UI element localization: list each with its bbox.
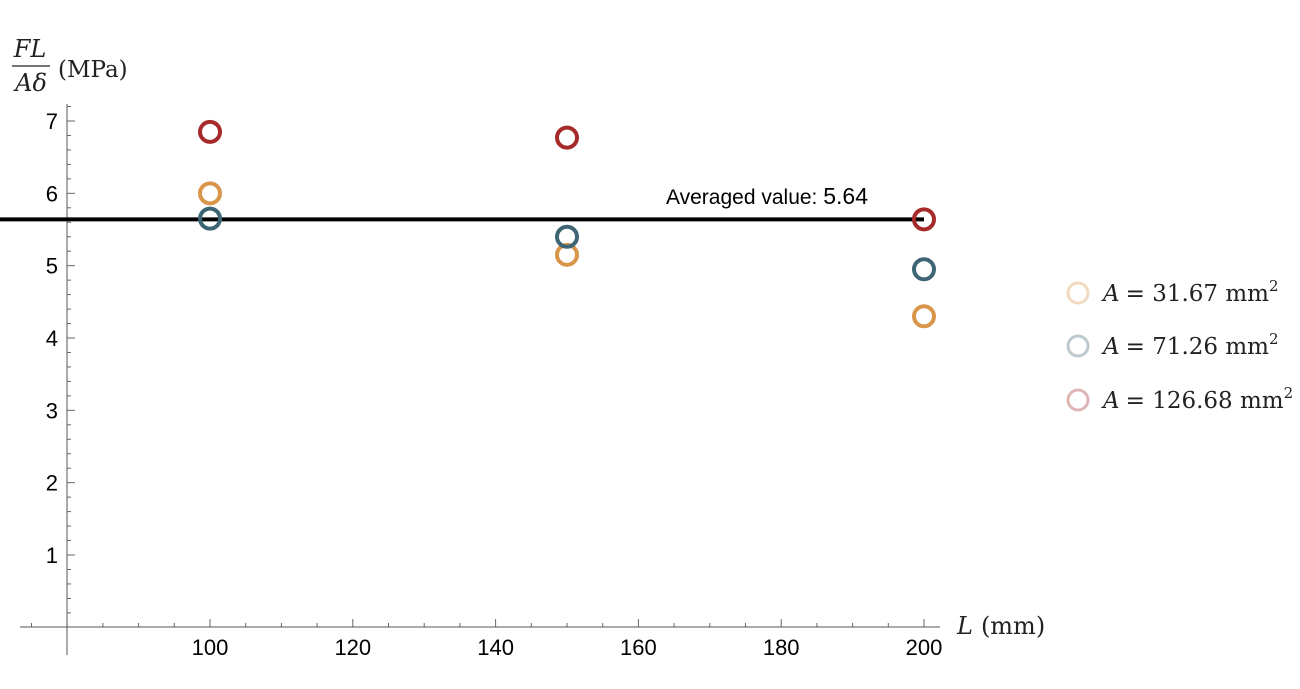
- average-line-label: Averaged value: 5.64: [666, 183, 868, 209]
- data-point-series-3: [555, 125, 579, 150]
- legend-label-2: A = 71.26 mm2: [1101, 330, 1279, 360]
- data-point-series-2: [198, 206, 222, 231]
- y-tick-label: 1: [46, 543, 58, 568]
- legend-value: = 126.68 mm: [1126, 388, 1284, 414]
- legend-exponent: 2: [1284, 384, 1294, 402]
- data-point-series-3: [198, 119, 222, 144]
- legend-value: = 31.67 mm: [1126, 281, 1270, 307]
- legend-label-3: A = 126.68 mm2: [1101, 384, 1293, 414]
- x-tick-label: 200: [906, 635, 943, 660]
- data-point-series-2: [555, 224, 579, 249]
- x-tick-label: 160: [620, 635, 657, 660]
- data-point-series-3: [912, 207, 936, 232]
- legend-exponent: 2: [1269, 330, 1279, 348]
- legend-marker-1: [1066, 281, 1090, 305]
- average-line-label-value: 5.64: [823, 183, 868, 209]
- average-line-label-prefix: Averaged value:: [666, 186, 823, 209]
- y-tick-label: 6: [46, 181, 58, 206]
- x-tick-label: 120: [334, 635, 371, 660]
- axis-labels: 100 120 140 160 180 200 1 2 3 4 5 6 7 FL Aδ (MPa) L (mm): [12, 35, 1045, 660]
- legend-marker-3: [1066, 388, 1090, 412]
- y-tick-label: 5: [46, 254, 58, 279]
- legend-symbol: A: [1101, 281, 1120, 307]
- legend-symbol: A: [1101, 334, 1120, 360]
- y-axis-label-denominator: Aδ: [13, 69, 47, 97]
- data-point-series-2: [912, 257, 936, 282]
- y-axis-label-unit: (MPa): [58, 57, 128, 83]
- axes: [20, 104, 940, 655]
- y-tick-label: 7: [46, 109, 58, 134]
- data-point-series-1: [912, 304, 936, 329]
- y-tick-label: 3: [46, 398, 58, 423]
- legend-marker-2: [1066, 334, 1090, 358]
- x-tick-label: 140: [477, 635, 514, 660]
- x-axis-label-unit: (mm): [981, 612, 1045, 640]
- legend-symbol: A: [1101, 388, 1120, 414]
- average-layer: Averaged value: 5.64: [0, 183, 924, 222]
- data-point-series-1: [198, 181, 222, 206]
- legend-exponent: 2: [1269, 277, 1279, 295]
- x-axis-label: L (mm): [956, 612, 1045, 640]
- legend-value: = 71.26 mm: [1126, 334, 1270, 360]
- data-points: [198, 119, 936, 329]
- y-tick-label: 4: [46, 326, 58, 351]
- y-tick-label: 2: [46, 471, 58, 496]
- x-axis-label-symbol: L: [956, 612, 973, 640]
- x-tick-label: 180: [763, 635, 800, 660]
- y-axis-label-numerator: FL: [13, 35, 47, 63]
- legend-label-1: A = 31.67 mm2: [1101, 277, 1279, 307]
- x-tick-label: 100: [192, 635, 229, 660]
